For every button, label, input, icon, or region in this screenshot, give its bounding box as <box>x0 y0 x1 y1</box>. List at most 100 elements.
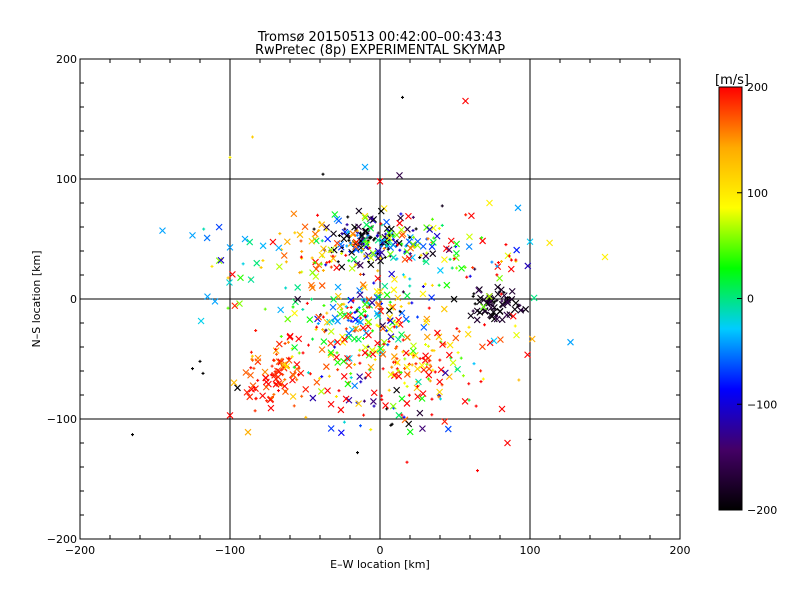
data-point <box>226 279 233 286</box>
data-point <box>247 276 255 284</box>
data-point <box>406 428 414 436</box>
data-point <box>416 384 420 388</box>
data-point <box>480 236 484 240</box>
data-point <box>429 250 437 258</box>
data-point <box>363 254 367 258</box>
data-point <box>297 373 301 377</box>
data-point <box>272 392 276 396</box>
data-point <box>377 207 385 215</box>
data-point <box>422 318 430 326</box>
data-point <box>483 299 491 306</box>
data-point <box>339 308 343 312</box>
colorbar-tick-label: −200 <box>747 504 777 517</box>
data-point <box>318 376 322 380</box>
data-point <box>450 266 454 270</box>
data-point <box>512 299 520 307</box>
data-point <box>270 396 274 400</box>
data-point <box>419 390 427 398</box>
data-point <box>325 311 329 315</box>
data-point <box>385 307 393 314</box>
data-point <box>291 344 299 351</box>
data-point <box>275 340 283 348</box>
data-point <box>334 292 342 300</box>
data-point <box>305 301 309 305</box>
data-point <box>445 246 453 254</box>
data-point <box>440 223 444 227</box>
data-point <box>334 395 338 399</box>
data-point <box>359 242 363 246</box>
data-point <box>215 223 223 231</box>
data-point <box>351 299 355 303</box>
data-point <box>362 344 369 351</box>
data-point <box>272 380 280 388</box>
data-point <box>317 388 325 395</box>
x-tick-label: 100 <box>520 544 541 557</box>
data-point <box>456 351 460 355</box>
data-point <box>425 251 429 255</box>
data-point <box>348 249 356 256</box>
data-point <box>375 233 379 237</box>
data-point <box>375 323 379 327</box>
data-point <box>421 285 425 289</box>
data-point <box>401 350 405 354</box>
data-point <box>300 249 304 253</box>
data-point <box>327 246 335 254</box>
data-point <box>419 242 427 250</box>
data-point <box>486 199 493 207</box>
data-point <box>422 258 430 266</box>
data-point <box>367 254 375 262</box>
data-point <box>419 290 427 298</box>
data-point <box>366 233 370 237</box>
data-point <box>402 349 410 357</box>
y-tick-label: 0 <box>70 293 77 306</box>
data-point <box>322 304 326 308</box>
data-point <box>390 365 394 369</box>
data-point <box>382 342 386 346</box>
data-point <box>385 407 389 411</box>
data-point <box>496 308 504 315</box>
data-point <box>283 362 291 370</box>
data-point <box>349 372 353 376</box>
data-point <box>343 227 347 231</box>
data-point <box>226 276 230 280</box>
y-axis-label: N–S location [km] <box>30 250 43 347</box>
data-point <box>344 253 348 257</box>
data-point <box>476 308 484 316</box>
data-point <box>514 204 522 212</box>
data-point <box>294 284 302 291</box>
data-point <box>493 300 497 304</box>
data-point <box>496 261 500 265</box>
data-point <box>412 235 416 239</box>
colorbar-ticks: 200 100 0 −100 −200 <box>737 81 777 517</box>
data-point <box>318 346 326 353</box>
data-point <box>430 397 434 401</box>
data-point <box>428 363 432 367</box>
data-point <box>371 329 375 333</box>
data-point <box>499 301 507 309</box>
data-point <box>241 235 249 243</box>
data-point <box>282 388 289 396</box>
data-point <box>395 367 399 371</box>
data-point <box>336 310 344 318</box>
data-point <box>244 428 252 436</box>
data-point <box>324 328 328 332</box>
data-point <box>467 325 471 329</box>
data-point <box>286 340 290 344</box>
data-point <box>392 325 396 329</box>
data-point <box>355 207 363 215</box>
data-point <box>405 420 413 428</box>
data-point <box>363 313 367 317</box>
data-point <box>259 392 266 400</box>
data-point <box>495 298 499 302</box>
data-point <box>395 411 403 419</box>
data-point <box>414 393 422 400</box>
data-point <box>391 275 398 283</box>
data-point <box>385 244 389 248</box>
data-point <box>226 306 230 310</box>
data-point <box>327 328 335 335</box>
data-point <box>363 376 367 380</box>
data-point <box>310 256 314 260</box>
data-point <box>318 221 326 229</box>
data-point <box>504 243 508 247</box>
data-point <box>229 271 236 278</box>
